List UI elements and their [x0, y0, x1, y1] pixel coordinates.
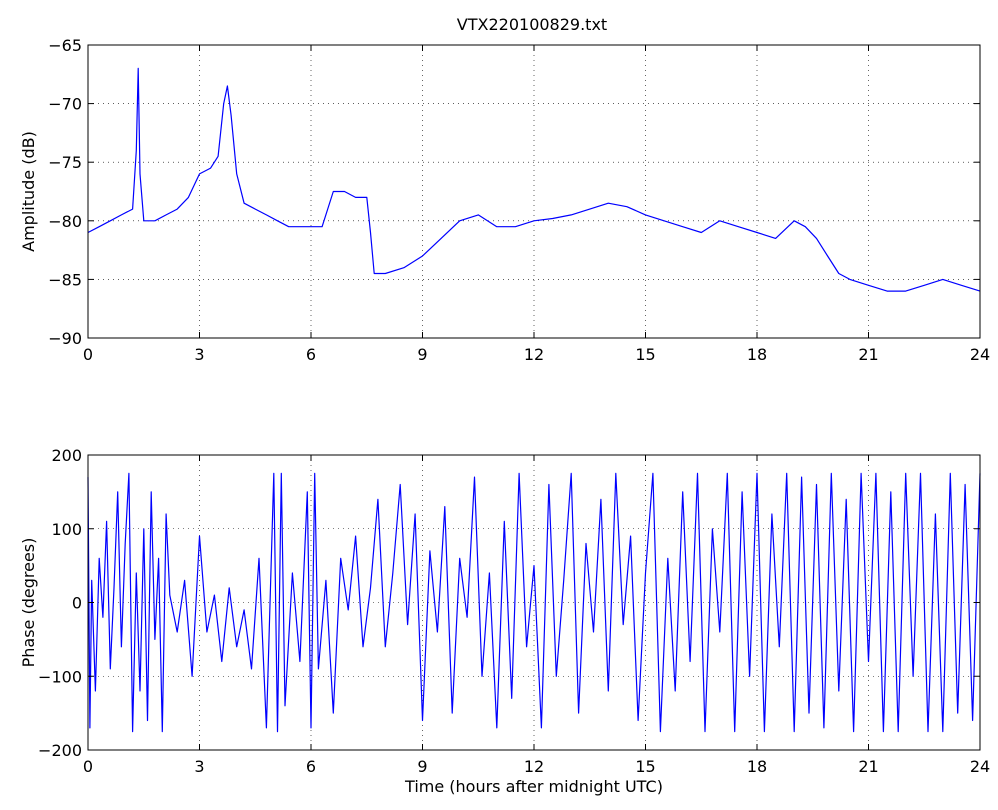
x-tick-label: 21 [858, 345, 878, 364]
y-axis-label: Amplitude (dB) [19, 131, 38, 252]
x-tick-label: 9 [417, 345, 427, 364]
y-axis-label: Phase (degrees) [19, 538, 38, 668]
amplitude-panel: 0 3 6 9 12 15 18 21 24 −90 −85 −80 −75 −70 −65 Amplitud… [19, 36, 990, 364]
x-tick-label: 9 [417, 757, 427, 776]
x-tick-label: 0 [83, 757, 93, 776]
y-tick-label: −75 [48, 153, 82, 172]
y-tick-label: −80 [48, 212, 82, 231]
x-tick-label: 15 [635, 757, 655, 776]
x-tick-label: 24 [970, 757, 990, 776]
y-tick-label: −70 [48, 95, 82, 114]
axes-frame [87, 44, 981, 339]
x-tick-label: 3 [194, 757, 204, 776]
x-tick-label: 21 [858, 757, 878, 776]
phase-panel: 0 3 6 9 12 15 18 21 24 −200 −100 0 100 200 Phase (degr… [19, 446, 990, 796]
y-tick-label: −65 [48, 36, 82, 55]
x-tick-label: 6 [306, 757, 316, 776]
y-tick-label: 200 [51, 446, 82, 465]
y-tick-label: 0 [72, 594, 82, 613]
x-tick-label: 12 [524, 345, 544, 364]
x-tick-label: 0 [83, 345, 93, 364]
y-tick-label: −85 [48, 270, 82, 289]
y-tick-label: −90 [48, 329, 82, 348]
x-tick-label: 24 [970, 345, 990, 364]
y-tick-label: −200 [38, 741, 82, 760]
x-tick-label: 3 [194, 345, 204, 364]
y-tick-label: 100 [51, 520, 82, 539]
chart-title: VTX220100829.txt [457, 15, 607, 34]
y-tick-label: −100 [38, 667, 82, 686]
x-axis-label: Time (hours after midnight UTC) [404, 777, 663, 796]
x-tick-label: 6 [306, 345, 316, 364]
series-line [87, 67, 981, 292]
x-tick-label: 12 [524, 757, 544, 776]
x-tick-label: 18 [747, 345, 767, 364]
x-tick-label: 18 [747, 757, 767, 776]
x-tick-label: 15 [635, 345, 655, 364]
series-line [87, 472, 981, 733]
